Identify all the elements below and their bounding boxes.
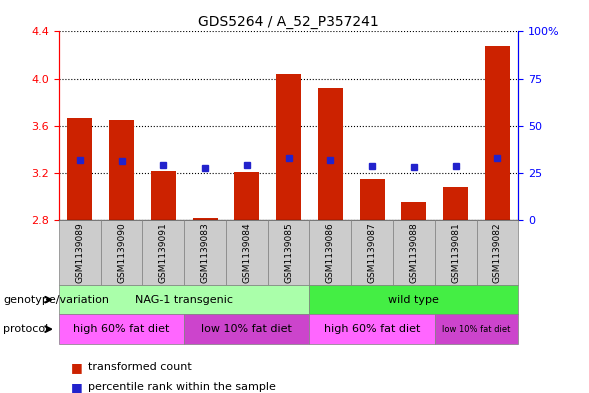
Bar	[109, 120, 134, 220]
Bar	[485, 46, 510, 220]
Text: ■: ■	[71, 361, 82, 374]
Text: GSM1139083: GSM1139083	[201, 222, 210, 283]
Text: GSM1139084: GSM1139084	[242, 222, 252, 283]
Text: GSM1139090: GSM1139090	[117, 222, 126, 283]
Text: percentile rank within the sample: percentile rank within the sample	[88, 382, 276, 392]
Bar	[401, 202, 426, 220]
Bar	[360, 179, 385, 220]
Bar	[234, 172, 259, 220]
Text: GSM1139088: GSM1139088	[409, 222, 418, 283]
Text: GSM1139081: GSM1139081	[451, 222, 460, 283]
Text: NAG-1 transgenic: NAG-1 transgenic	[135, 295, 233, 305]
Bar	[193, 218, 217, 220]
Text: GSM1139087: GSM1139087	[368, 222, 376, 283]
Text: GSM1139091: GSM1139091	[159, 222, 168, 283]
Text: high 60% fat diet: high 60% fat diet	[324, 324, 421, 334]
Text: GSM1139082: GSM1139082	[493, 222, 502, 283]
Text: GSM1139089: GSM1139089	[75, 222, 84, 283]
Text: GSM1139085: GSM1139085	[284, 222, 293, 283]
Text: protocol: protocol	[3, 324, 48, 334]
Bar	[318, 88, 343, 220]
Bar	[443, 187, 468, 220]
Bar	[151, 171, 176, 220]
Text: wild type: wild type	[389, 295, 439, 305]
Text: high 60% fat diet: high 60% fat diet	[74, 324, 170, 334]
Text: low 10% fat diet: low 10% fat diet	[442, 325, 511, 334]
Text: low 10% fat diet: low 10% fat diet	[201, 324, 292, 334]
Text: transformed count: transformed count	[88, 362, 192, 373]
Bar	[67, 118, 92, 220]
Title: GDS5264 / A_52_P357241: GDS5264 / A_52_P357241	[198, 15, 379, 29]
Text: GSM1139086: GSM1139086	[326, 222, 335, 283]
Bar	[276, 74, 301, 220]
Text: genotype/variation: genotype/variation	[3, 295, 109, 305]
Text: ■: ■	[71, 380, 82, 393]
